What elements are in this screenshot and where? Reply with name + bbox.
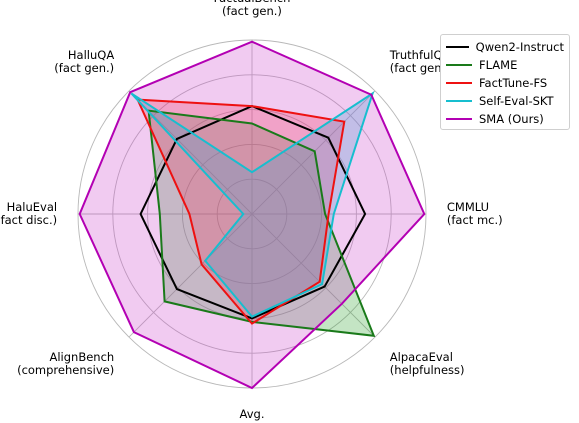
radar-grid xyxy=(77,39,427,389)
axis-label-line: (fact mc.) xyxy=(447,213,503,227)
legend-swatch xyxy=(446,46,469,48)
legend-swatch xyxy=(446,82,472,84)
legend-label: Qwen2-Instruct xyxy=(475,40,564,54)
axis-label-line: (comprehensive) xyxy=(17,363,114,377)
axis-labels: FactualBench(fact gen.)TruthfulQA(fact g… xyxy=(0,0,503,421)
legend-swatch xyxy=(446,64,472,66)
axis-label-line: (fact gen.) xyxy=(222,4,282,18)
legend-item-sma-ours: SMA (Ours) xyxy=(446,110,564,128)
legend-item-qwen2-instruct: Qwen2-Instruct xyxy=(446,38,564,56)
axis-label-4: Avg. xyxy=(240,407,265,421)
legend-item-flame: FLAME xyxy=(446,56,564,74)
series-line-flame xyxy=(147,109,376,337)
legend-label: Self-Eval-SKT xyxy=(479,94,554,108)
legend-item-self-eval-skt: Self-Eval-SKT xyxy=(446,92,564,110)
axis-label-line: (helpfulness) xyxy=(390,363,465,377)
axis-label-line: (fact disc.) xyxy=(0,213,57,227)
axis-label-line: AlignBench xyxy=(49,350,114,364)
axis-label-line: TruthfulQA xyxy=(389,48,451,62)
axis-label-line: HalluQA xyxy=(68,48,114,62)
axis-label-1: TruthfulQA (fact gen.) xyxy=(389,48,451,75)
axis-label-5: AlignBench (comprehensive) xyxy=(17,350,114,377)
axis-label-6: HaluEval (fact disc.) xyxy=(0,200,57,227)
axis-label-line: (fact gen.) xyxy=(390,61,450,75)
axis-label-line: HaluEval xyxy=(7,200,58,214)
legend-item-facttune-fs: FactTune-FS xyxy=(446,74,564,92)
axis-label-0: FactualBench(fact gen.) xyxy=(214,0,291,18)
axis-label-line: CMMLU xyxy=(447,200,489,214)
legend-label: FactTune-FS xyxy=(479,76,548,90)
radar-series xyxy=(78,40,426,390)
legend-label: SMA (Ours) xyxy=(479,112,544,126)
axis-label-3: AlpacaEval (helpfulness) xyxy=(390,350,465,377)
axis-label-line: (fact gen.) xyxy=(54,61,114,75)
axis-label-2: CMMLU (fact mc.) xyxy=(447,200,503,227)
axis-label-line: Avg. xyxy=(240,407,265,421)
legend-label: FLAME xyxy=(479,58,518,72)
series-line-facttune-fs xyxy=(136,98,346,325)
axis-label-line: FactualBench xyxy=(214,0,291,5)
legend-swatch xyxy=(446,100,472,102)
grid-spoke xyxy=(251,90,376,215)
legend-swatch xyxy=(446,118,472,120)
chart-legend: Qwen2-Instruct FLAME FactTune-FS Self-Eval-… xyxy=(440,34,570,130)
series-line-self-eval-skt xyxy=(130,91,375,318)
series-area-flame xyxy=(148,110,374,336)
grid-spoke xyxy=(128,213,253,338)
grid-spoke xyxy=(251,213,376,338)
series-line-sma-ours xyxy=(78,40,426,390)
axis-label-line: AlpacaEval xyxy=(390,350,453,364)
series-line-qwen2-instruct xyxy=(139,105,367,320)
axis-label-7: HalluQA (fact gen.) xyxy=(54,48,114,75)
